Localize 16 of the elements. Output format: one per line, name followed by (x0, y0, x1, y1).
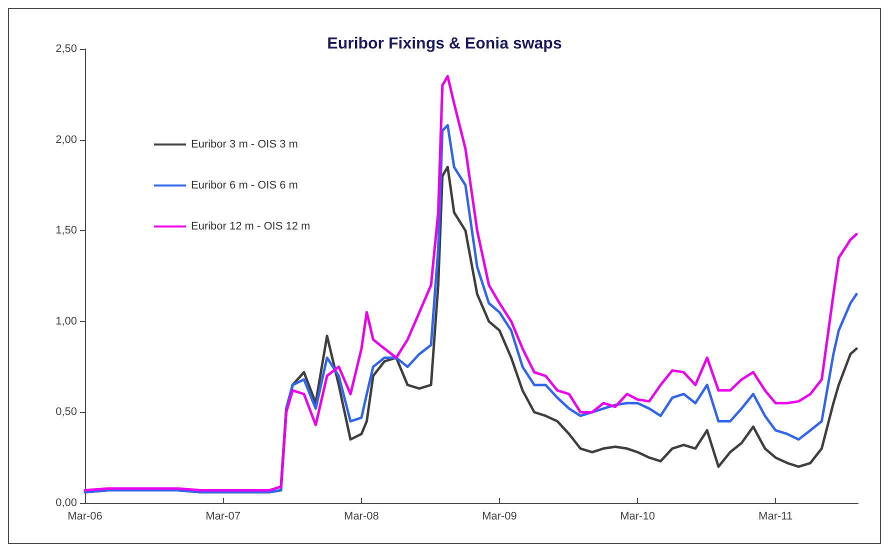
chart-title: Euribor Fixings & Eonia swaps (327, 36, 562, 52)
x-tick-label: Mar-06 (68, 510, 102, 522)
x-tick-label: Mar-11 (758, 510, 793, 522)
y-tick-label: 2,50 (56, 43, 77, 55)
y-tick-label: 0,00 (56, 497, 77, 509)
y-tick-label: 1,00 (56, 315, 77, 328)
x-tick-label: Mar-10 (620, 510, 655, 522)
x-tick-label: Mar-07 (206, 510, 240, 522)
legend-label: Euribor 6 m - OIS 6 m (191, 180, 298, 192)
y-tick-label: 0,50 (56, 406, 77, 418)
x-tick-label: Mar-09 (482, 510, 517, 522)
y-tick-label: 1,50 (56, 224, 77, 237)
x-tick-label: Mar-08 (344, 510, 379, 522)
y-tick-label: 2,00 (56, 134, 77, 146)
legend-label: Euribor 12 m - OIS 12 m (191, 220, 310, 232)
legend-label: Euribor 3 m - OIS 3 m (191, 138, 298, 150)
